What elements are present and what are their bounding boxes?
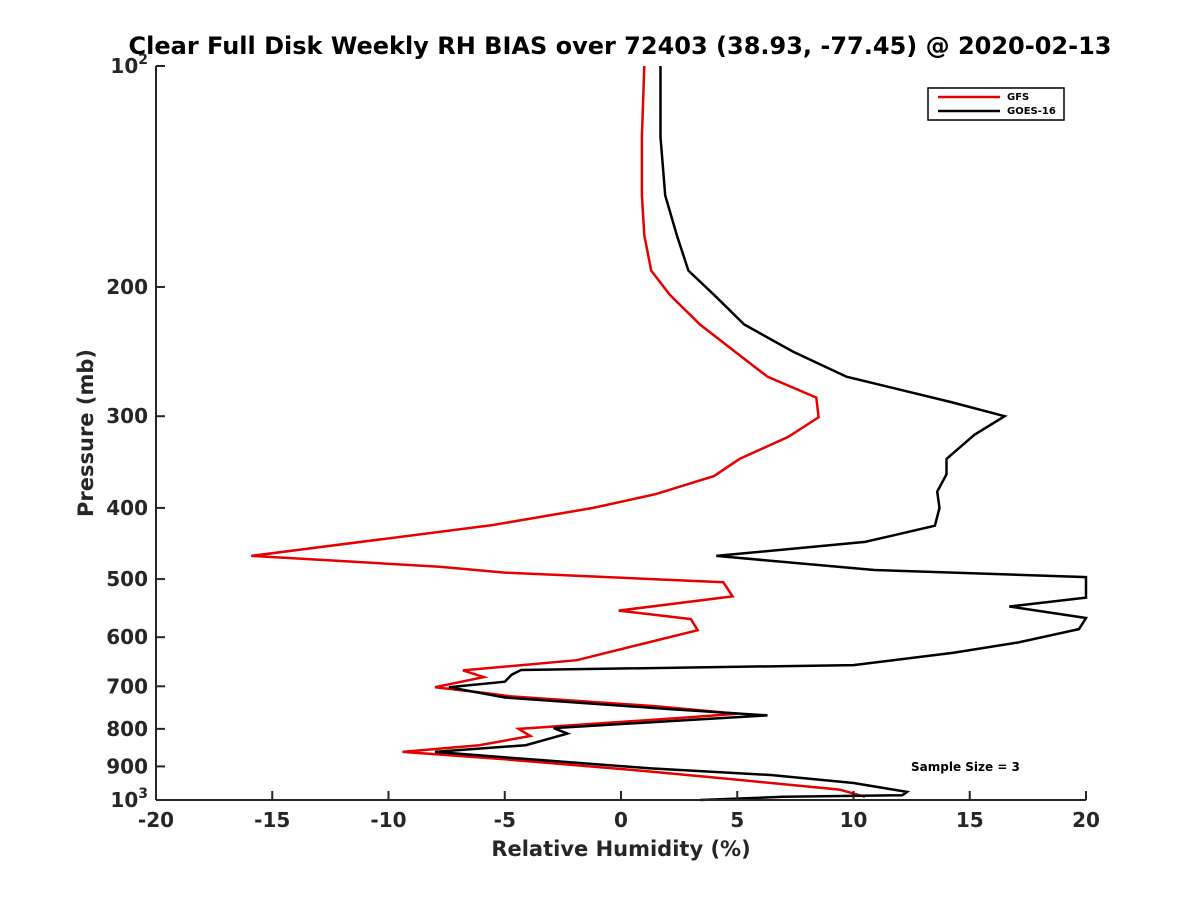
y-tick-label: 300: [106, 404, 148, 428]
x-tick-label: -20: [138, 808, 174, 832]
y-tick-label: 700: [106, 674, 148, 698]
x-axis-label: Relative Humidity (%): [491, 837, 750, 861]
legend: GFS GOES-16: [927, 87, 1065, 121]
y-tick-label: 400: [106, 496, 148, 520]
y-axis-ticks: 102 200 300 400 500 600 700 800 900 103: [106, 52, 165, 812]
x-tick-label: -15: [254, 808, 290, 832]
x-tick-label: 0: [614, 808, 628, 832]
y-tick-label: 600: [106, 625, 148, 649]
legend-label-goes16: GOES-16: [1007, 106, 1056, 117]
y-tick-label: 900: [106, 754, 148, 778]
plot-area: [156, 65, 1089, 802]
y-tick-label: 103: [110, 786, 148, 812]
legend-label-gfs: GFS: [1007, 92, 1029, 103]
series-line-goes-16: [434, 66, 1089, 802]
legend-box: [927, 87, 1065, 121]
y-tick-label: 102: [110, 52, 148, 78]
axes-background: [156, 66, 1086, 800]
sample-size-annotation: Sample Size = 3: [911, 760, 1020, 774]
y-tick-label: 500: [106, 567, 148, 591]
x-axis-ticks: -20 -15 -10 -5 0 5 10 15 20: [138, 791, 1100, 832]
x-tick-label: -5: [494, 808, 516, 832]
chart-title: Clear Full Disk Weekly RH BIAS over 7240…: [129, 32, 1112, 60]
x-tick-label: 5: [730, 808, 744, 832]
x-tick-label: -10: [370, 808, 406, 832]
y-tick-label: 200: [106, 275, 148, 299]
series-line-gfs: [251, 65, 866, 799]
x-tick-label: 15: [956, 808, 984, 832]
series-layer: [251, 65, 1089, 802]
y-tick-label: 800: [106, 717, 148, 741]
y-axis-label: Pressure (mb): [74, 349, 98, 517]
x-tick-label: 20: [1072, 808, 1100, 832]
x-tick-label: 10: [840, 808, 868, 832]
